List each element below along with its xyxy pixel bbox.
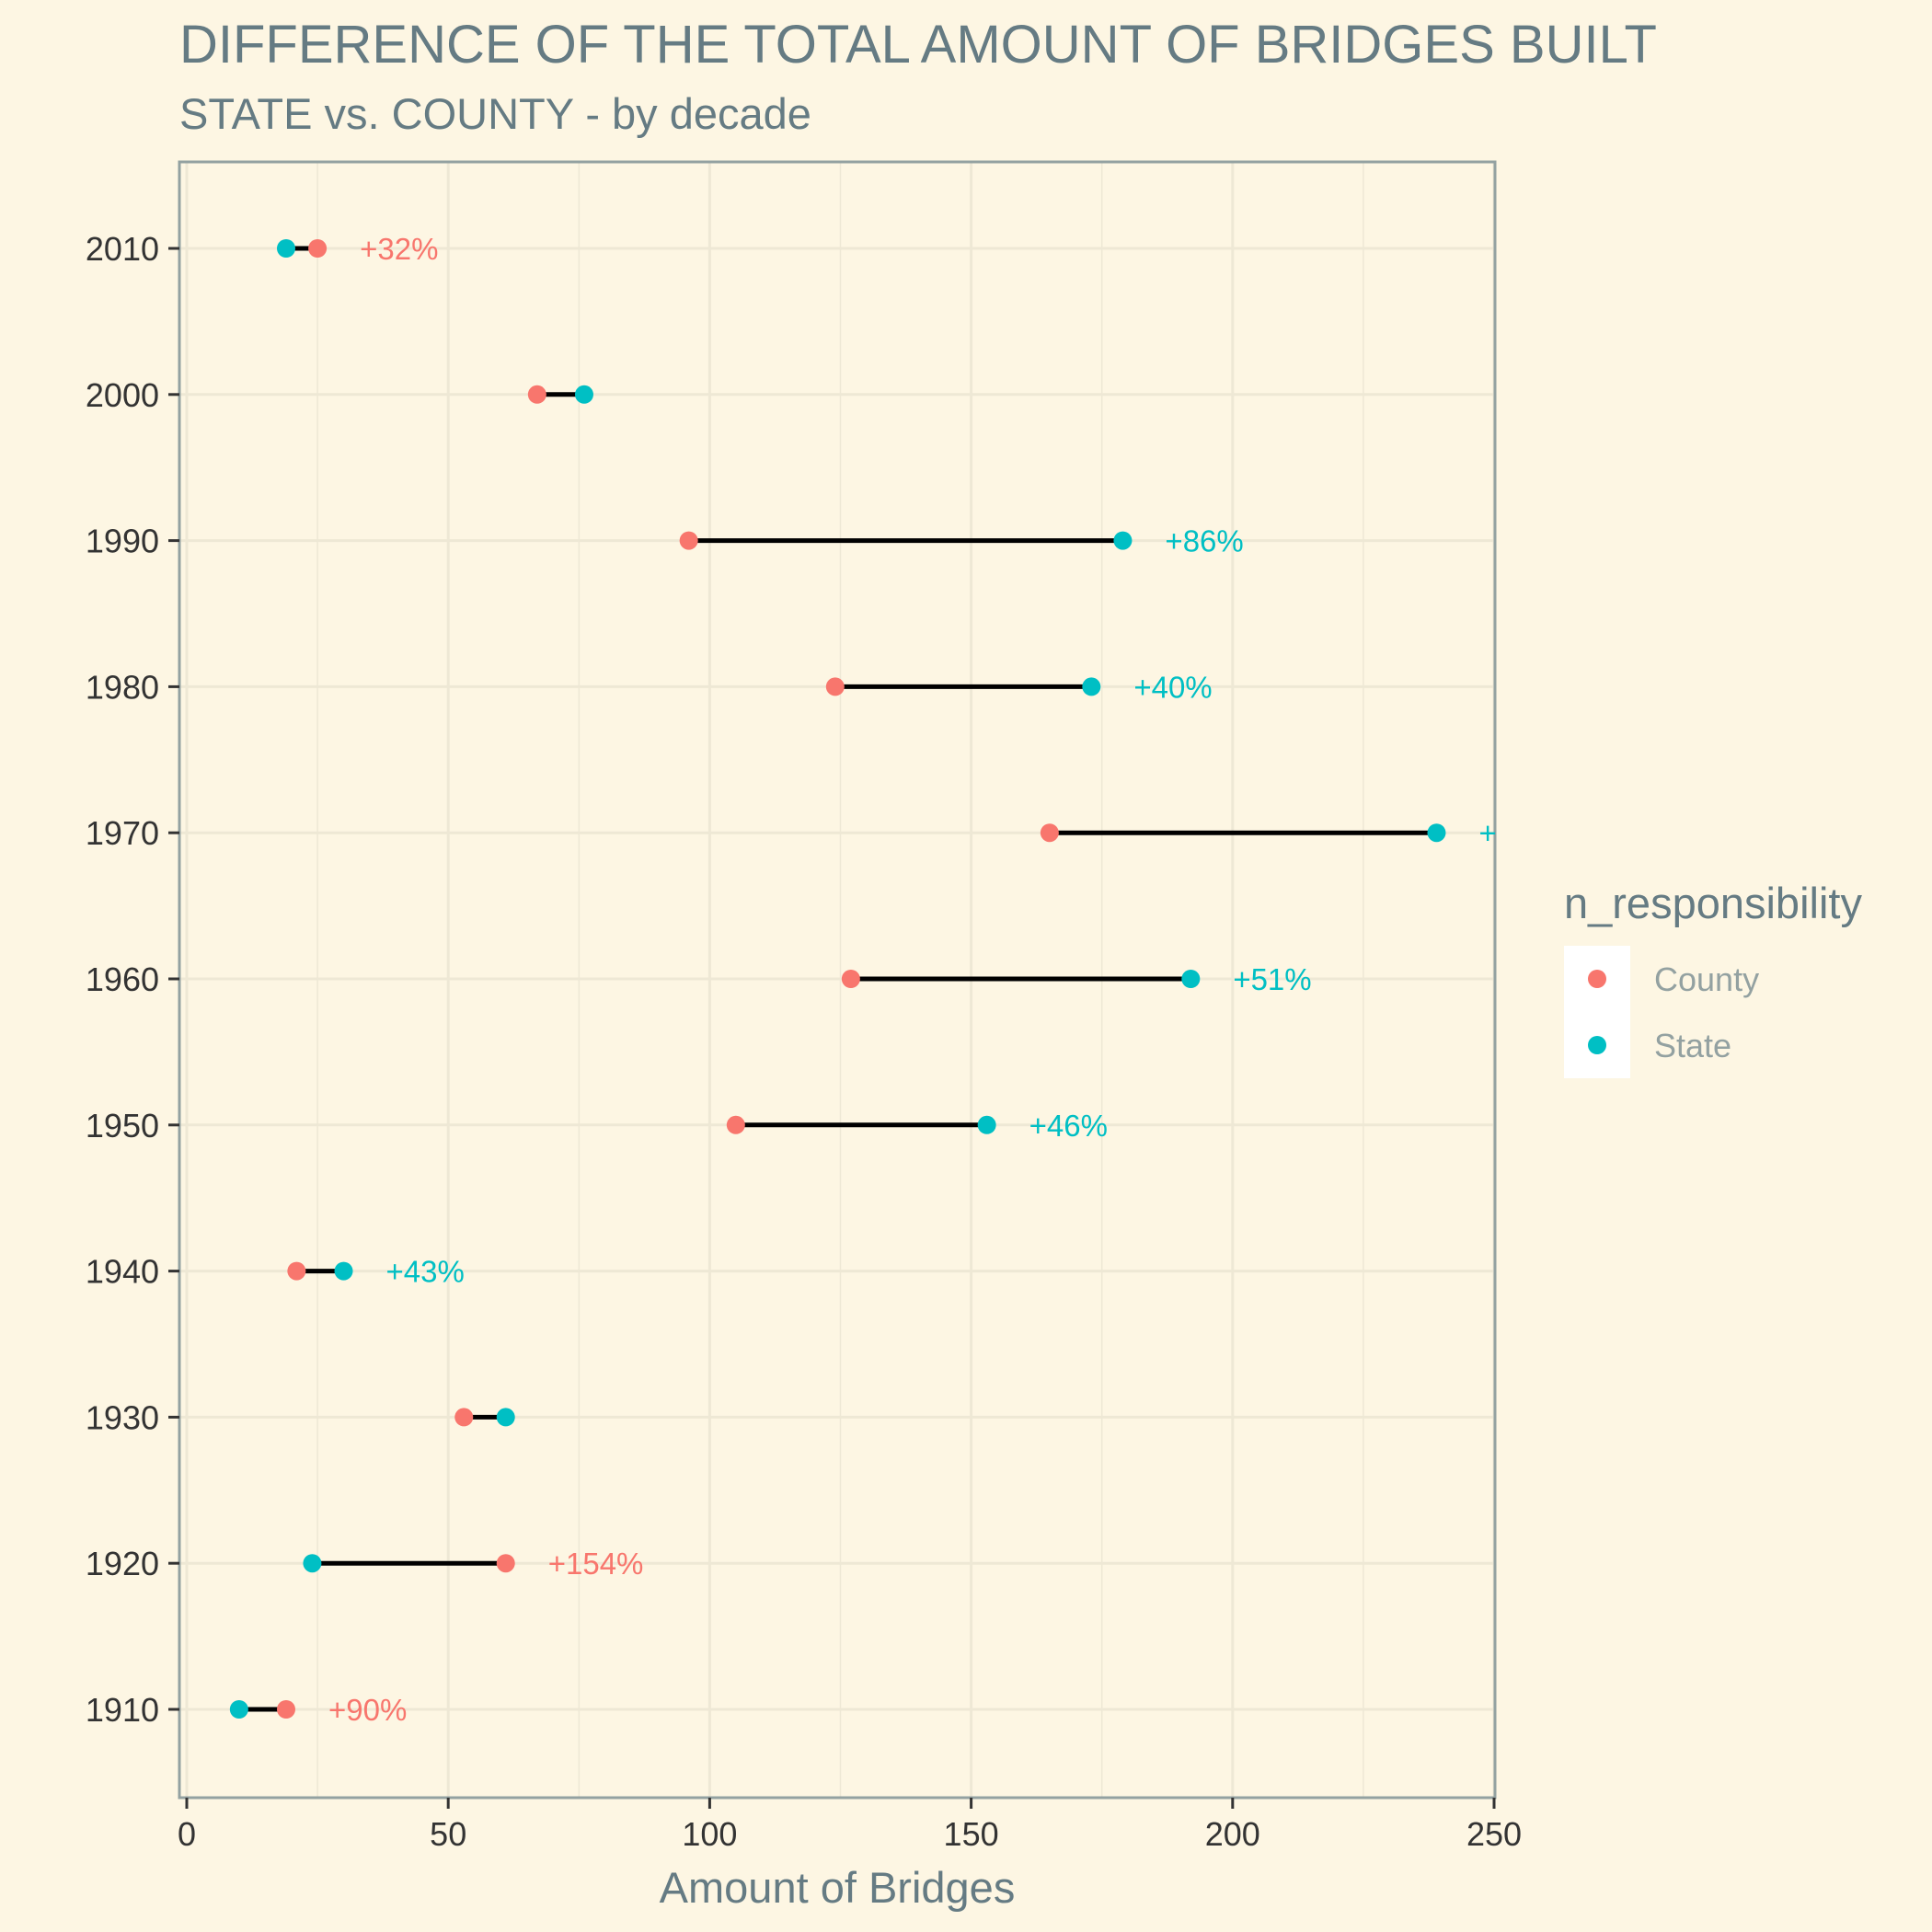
x-axis: 0 50 100 150 200 250: [178, 1798, 1522, 1853]
legend-label-state: State: [1654, 1027, 1731, 1064]
difference-label: +40%: [1133, 670, 1212, 704]
y-tick-label: 1940: [86, 1253, 159, 1291]
difference-label: +86%: [1165, 524, 1243, 558]
x-tick-label: 250: [1466, 1815, 1522, 1853]
difference-label: +43%: [386, 1255, 465, 1289]
y-tick-label: 2010: [86, 230, 159, 268]
state-point: [496, 1408, 515, 1427]
county-point: [726, 1115, 745, 1134]
state-point: [574, 385, 593, 404]
state-point: [276, 239, 295, 258]
state-point: [1181, 970, 1201, 988]
difference-label: +: [1478, 816, 1496, 850]
y-tick-label: 1920: [86, 1545, 159, 1582]
y-tick-label: 2000: [86, 376, 159, 414]
difference-label: +51%: [1233, 962, 1311, 996]
county-point: [825, 677, 845, 696]
state-point: [303, 1554, 322, 1573]
connector-lines: [238, 246, 1437, 1712]
y-tick-label: 1980: [86, 668, 159, 706]
chart-title: DIFFERENCE OF THE TOTAL AMOUNT OF BRIDGE…: [179, 15, 1657, 75]
state-point: [1113, 531, 1133, 550]
county-point: [287, 1261, 306, 1281]
y-tick-label: 1970: [86, 814, 159, 852]
county-point: [679, 531, 698, 550]
state-point: [1427, 823, 1446, 843]
county-point: [496, 1554, 515, 1573]
county-point: [276, 1700, 295, 1719]
x-tick-label: 150: [944, 1815, 999, 1853]
legend-title: n_responsibility: [1564, 879, 1862, 927]
county-point: [841, 970, 860, 988]
state-point: [977, 1115, 996, 1134]
y-tick-label: 1950: [86, 1107, 159, 1144]
difference-label: +154%: [548, 1547, 644, 1581]
y-tick-label: 1990: [86, 523, 159, 560]
difference-label: +46%: [1029, 1109, 1108, 1143]
data-points: [229, 239, 1446, 1719]
x-tick-label: 50: [430, 1815, 466, 1853]
county-point: [308, 239, 328, 258]
difference-label: +90%: [328, 1693, 407, 1727]
county-point: [1040, 823, 1059, 843]
legend-key-box: [1564, 946, 1630, 1078]
state-point: [1082, 677, 1101, 696]
difference-label: +32%: [360, 232, 438, 266]
legend: n_responsibility County State: [1564, 879, 1862, 1078]
legend-key-county: [1588, 970, 1606, 988]
state-point: [334, 1261, 353, 1281]
state-point: [229, 1700, 248, 1719]
x-tick-label: 200: [1205, 1815, 1260, 1853]
y-tick-label: 1930: [86, 1398, 159, 1436]
county-point: [454, 1408, 474, 1427]
x-tick-label: 0: [178, 1815, 196, 1853]
chart-subtitle: STATE vs. COUNTY - by decade: [179, 89, 811, 138]
legend-key-state: [1588, 1036, 1606, 1054]
legend-label-county: County: [1654, 960, 1759, 998]
y-tick-label: 1910: [86, 1691, 159, 1729]
x-axis-title: Amount of Bridges: [660, 1863, 1016, 1912]
county-point: [527, 385, 546, 404]
y-tick-label: 1960: [86, 960, 159, 998]
x-tick-label: 100: [682, 1815, 737, 1853]
difference-labels: +90% +154% +43% +46% +51% + +40% +86% +32%: [328, 232, 1497, 1727]
y-axis: 1910 1920 1930 1940 1950 1960 1970 1980 1990 2000…: [86, 230, 179, 1729]
